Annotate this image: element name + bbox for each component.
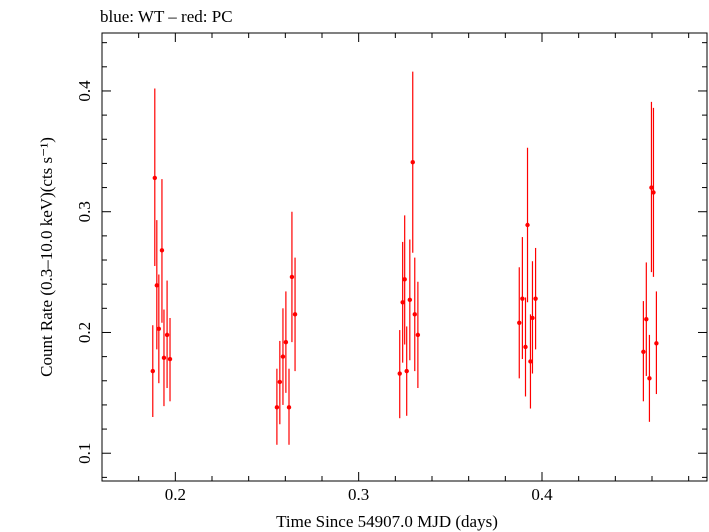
data-point (649, 185, 654, 190)
data-point (289, 274, 295, 280)
data-point (397, 371, 402, 376)
data-point (530, 315, 535, 321)
y-tick-label: 0.2 (75, 322, 94, 343)
data-point (644, 316, 649, 322)
data-point (651, 190, 656, 195)
data-point (404, 368, 409, 374)
data-point (402, 277, 407, 282)
data-point (161, 355, 167, 361)
data-point (283, 339, 289, 345)
data-point (277, 379, 283, 385)
data-point (647, 376, 652, 381)
data-point (525, 222, 530, 228)
x-tick-label: 0.4 (531, 485, 553, 504)
data-point (415, 332, 421, 338)
data-point (641, 349, 646, 354)
y-tick-label: 0.1 (75, 443, 94, 464)
data-point (528, 359, 533, 364)
x-tick-label: 0.2 (165, 485, 186, 504)
y-tick-label: 0.4 (75, 80, 94, 102)
data-point (164, 332, 170, 338)
data-point (280, 354, 286, 359)
y-tick-label: 0.3 (75, 201, 94, 222)
x-tick-label: 0.3 (348, 485, 369, 504)
data-point (154, 283, 160, 288)
x-tick-labels: 0.2 0.3 0.4 (165, 485, 553, 504)
x-axis-label: Time Since 54907.0 MJD (days) (276, 512, 498, 531)
plot-frame (101, 32, 708, 482)
data-point (412, 312, 417, 317)
data-point (292, 312, 298, 317)
y-tick-labels: 0.1 0.2 0.3 0.4 (75, 80, 94, 464)
data-point (654, 341, 659, 346)
data-point (520, 296, 525, 301)
data-point (400, 300, 405, 305)
data-point (156, 326, 162, 332)
data-point (159, 248, 165, 253)
y-axis-label: Count Rate (0.3–10.0 keV)(cts s⁻¹) (37, 137, 56, 377)
data-point (523, 344, 528, 350)
data-point (152, 175, 157, 181)
data-point (410, 160, 415, 165)
data-point (150, 368, 155, 374)
data-point (407, 297, 413, 303)
chart-title: blue: WT – red: PC (100, 7, 233, 26)
data-point (274, 405, 280, 410)
data-points (150, 71, 659, 445)
data-point (517, 320, 522, 326)
data-point (533, 296, 538, 301)
data-point (286, 405, 292, 410)
axis-ticks (101, 33, 707, 481)
data-point (167, 356, 173, 362)
